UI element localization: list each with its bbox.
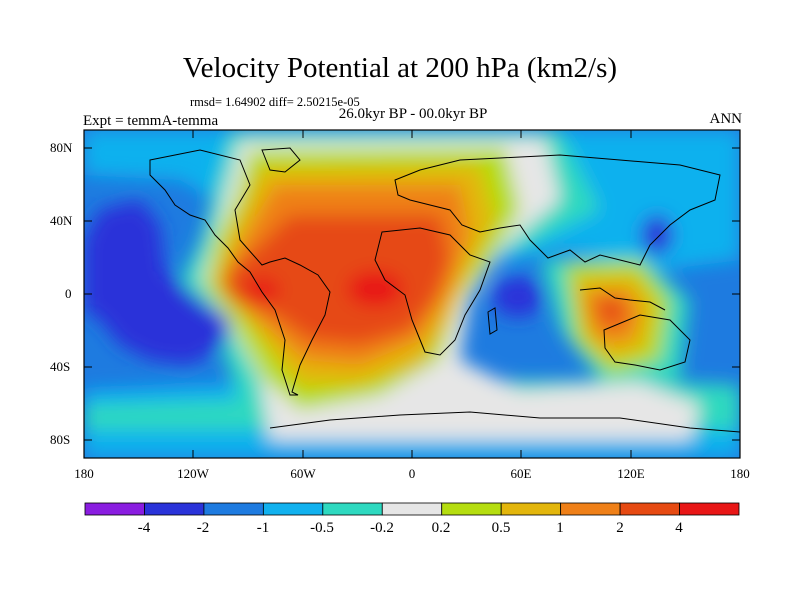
contour-darkblue-pacific bbox=[84, 200, 230, 365]
x-tick-120w: 120W bbox=[177, 466, 209, 481]
colorbar-label: -4 bbox=[137, 520, 151, 536]
season-label: ANN bbox=[709, 111, 743, 127]
coast-africa bbox=[374, 227, 491, 356]
colorbar-swatch bbox=[381, 502, 443, 516]
colorbar-swatch bbox=[441, 502, 502, 516]
colorbar-label: 4 bbox=[675, 520, 683, 536]
experiment-label: Expt = temmA-temma bbox=[83, 113, 219, 129]
y-tick-40s: 40S bbox=[50, 359, 71, 374]
colorbar-label: -1 bbox=[256, 520, 270, 536]
colorbar-swatch bbox=[144, 502, 205, 516]
colorbar-label: -0.5 bbox=[310, 520, 334, 536]
y-tick-40n: 40N bbox=[50, 213, 73, 228]
coastlines bbox=[149, 147, 740, 433]
contour-red-core-america bbox=[244, 278, 280, 302]
contour-red-core-atlantic bbox=[347, 271, 403, 307]
colorbar-swatch bbox=[203, 502, 264, 516]
contour-darkblue-indian bbox=[493, 277, 543, 317]
y-tick-80s: 80S bbox=[50, 432, 71, 447]
colorbar-swatch bbox=[262, 502, 324, 516]
period-label: 26.0kyr BP - 00.0kyr BP bbox=[338, 106, 488, 122]
colorbar-swatch bbox=[84, 502, 145, 516]
x-tick-60w: 60W bbox=[290, 466, 316, 481]
coast-indonesia bbox=[579, 287, 666, 311]
coast-australia bbox=[603, 314, 691, 371]
y-tick-80n: 80N bbox=[50, 140, 73, 155]
colorbar-label: 2 bbox=[616, 520, 624, 536]
coast-americas bbox=[149, 149, 331, 396]
map-title: Velocity Potential at 200 hPa (km2/s) bbox=[182, 52, 618, 84]
colorbar-swatch bbox=[322, 502, 383, 516]
colorbar-swatch bbox=[679, 502, 740, 516]
x-tick-0: 0 bbox=[408, 466, 416, 481]
coast-eurasia bbox=[394, 154, 721, 266]
colorbar bbox=[84, 502, 740, 516]
rmsd-stats: rmsd= 1.64902 diff= 2.50215e-05 bbox=[190, 95, 360, 109]
contour-redorange bbox=[225, 215, 450, 345]
contour-lightblue-pacific bbox=[600, 170, 740, 270]
colorbar-swatch bbox=[619, 502, 680, 516]
coast-greenland bbox=[261, 147, 301, 173]
contour-darkblue-westpacific bbox=[641, 215, 673, 255]
tick-marks bbox=[83, 130, 741, 458]
x-tick-180w: 180 bbox=[74, 466, 94, 481]
colorbar-label: 1 bbox=[556, 520, 564, 536]
colorbar-swatch bbox=[500, 502, 562, 516]
y-tick-0: 0 bbox=[65, 286, 72, 301]
contour-redorange-maritime bbox=[595, 298, 625, 325]
colorbar-label: 0.5 bbox=[491, 520, 511, 536]
coast-madagascar bbox=[487, 307, 498, 335]
colorbar-label: 0.2 bbox=[431, 520, 451, 536]
x-tick-60e: 60E bbox=[510, 466, 532, 481]
contour-field bbox=[84, 130, 740, 458]
x-tick-180e: 180 bbox=[730, 466, 750, 481]
coast-antarctica bbox=[269, 411, 740, 433]
colorbar-swatch bbox=[560, 502, 621, 516]
colorbar-label: -2 bbox=[196, 520, 210, 536]
colorbar-label: -0.2 bbox=[370, 520, 394, 536]
x-tick-120e: 120E bbox=[617, 466, 645, 481]
